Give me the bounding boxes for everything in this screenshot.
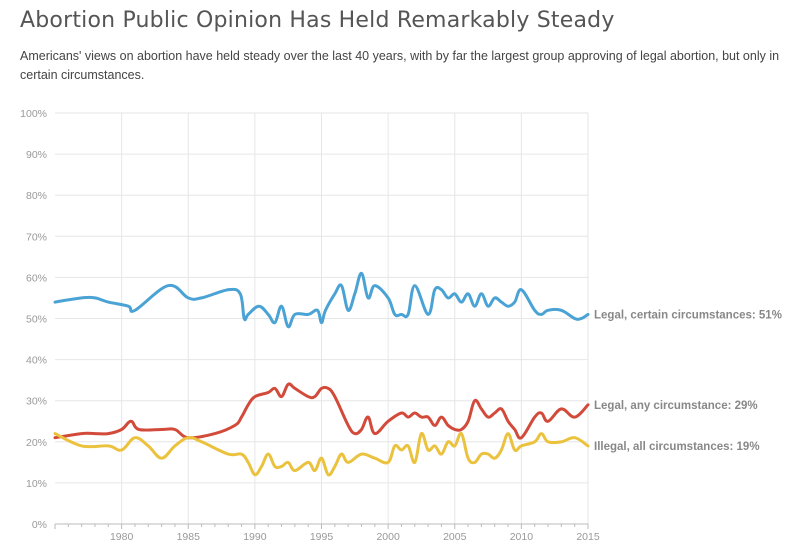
x-tick-label: 2010 <box>510 531 534 543</box>
y-tick-label: 60% <box>26 272 47 284</box>
y-tick-label: 10% <box>26 478 47 490</box>
chart-subtitle: Americans' views on abortion have held s… <box>20 49 780 82</box>
y-tick-label: 20% <box>26 437 47 449</box>
label-layer: Legal, certain circumstances: 51% Legal, … <box>594 309 782 453</box>
y-tick-label: 80% <box>26 190 47 202</box>
grid-layer <box>55 112 589 525</box>
x-tick-label: 1995 <box>310 531 334 543</box>
x-tick-label: 1985 <box>177 531 201 543</box>
series-label-legal-certain: Legal, certain circumstances: 51% <box>594 309 782 321</box>
y-tick-label: 90% <box>26 149 47 161</box>
y-tick-label: 50% <box>26 314 47 326</box>
series-label-legal-any: Legal, any circumstance: 29% <box>594 400 758 412</box>
y-tick-label: 100% <box>20 108 47 120</box>
axis-layer: 0% 10% 20% 30% 40% 50% 60% 70% 80% 90% 100% 1980 198… <box>20 108 600 543</box>
y-tick-label: 30% <box>26 396 47 408</box>
x-tick-label: 1990 <box>243 531 267 543</box>
x-tick-label: 2005 <box>443 531 467 543</box>
y-tick-label: 0% <box>32 519 47 531</box>
x-tick-label: 1980 <box>110 531 134 543</box>
chart-title: Abortion Public Opinion Has Held Remarka… <box>20 8 615 33</box>
series-label-illegal-all: Illegal, all circumstances: 19% <box>594 441 760 453</box>
series-line-illegal-all <box>53 431 590 477</box>
series-layer <box>53 271 590 477</box>
y-tick-label: 40% <box>26 355 47 367</box>
series-line-legal-certain <box>53 271 590 329</box>
y-tick-label: 70% <box>26 231 47 243</box>
x-tick-label: 2015 <box>576 531 600 543</box>
x-tick-label: 2000 <box>376 531 400 543</box>
